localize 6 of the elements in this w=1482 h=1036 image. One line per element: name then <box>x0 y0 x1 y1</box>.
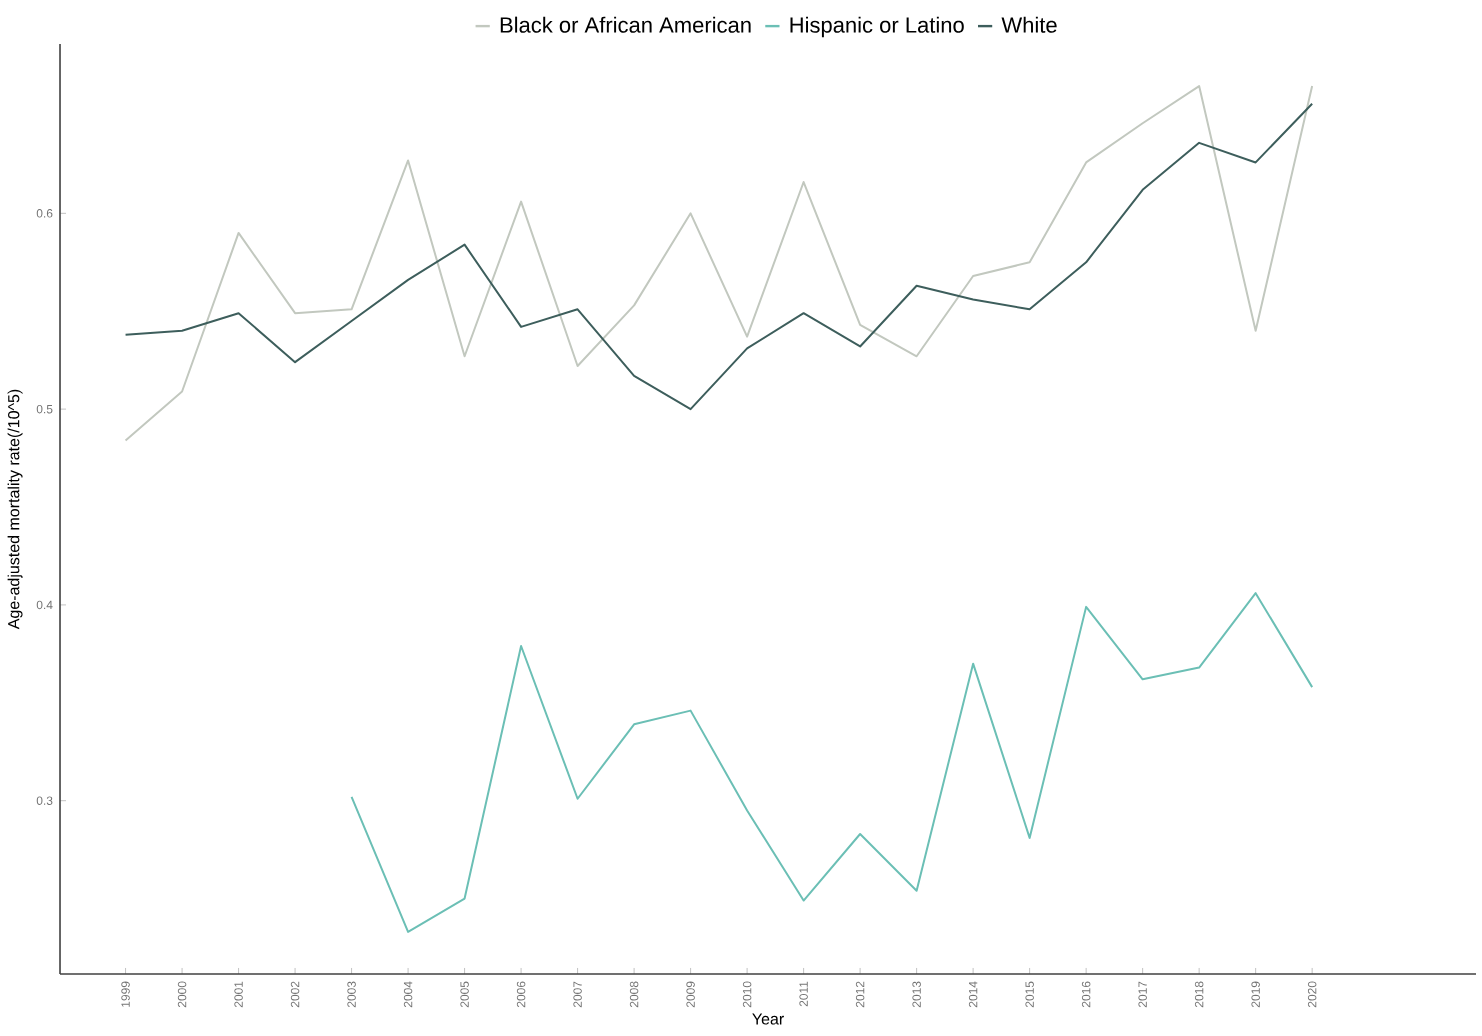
line-series <box>350 592 1314 933</box>
legend-label: Hispanic or Latino <box>790 16 964 38</box>
y-axis-title: Age-adjusted mortality rate(/10^5) <box>7 389 23 630</box>
legend-label: Black or African American <box>500 16 751 33</box>
x-axis-title: Year <box>752 1013 784 1025</box>
legend-label: White <box>1001 16 1057 33</box>
